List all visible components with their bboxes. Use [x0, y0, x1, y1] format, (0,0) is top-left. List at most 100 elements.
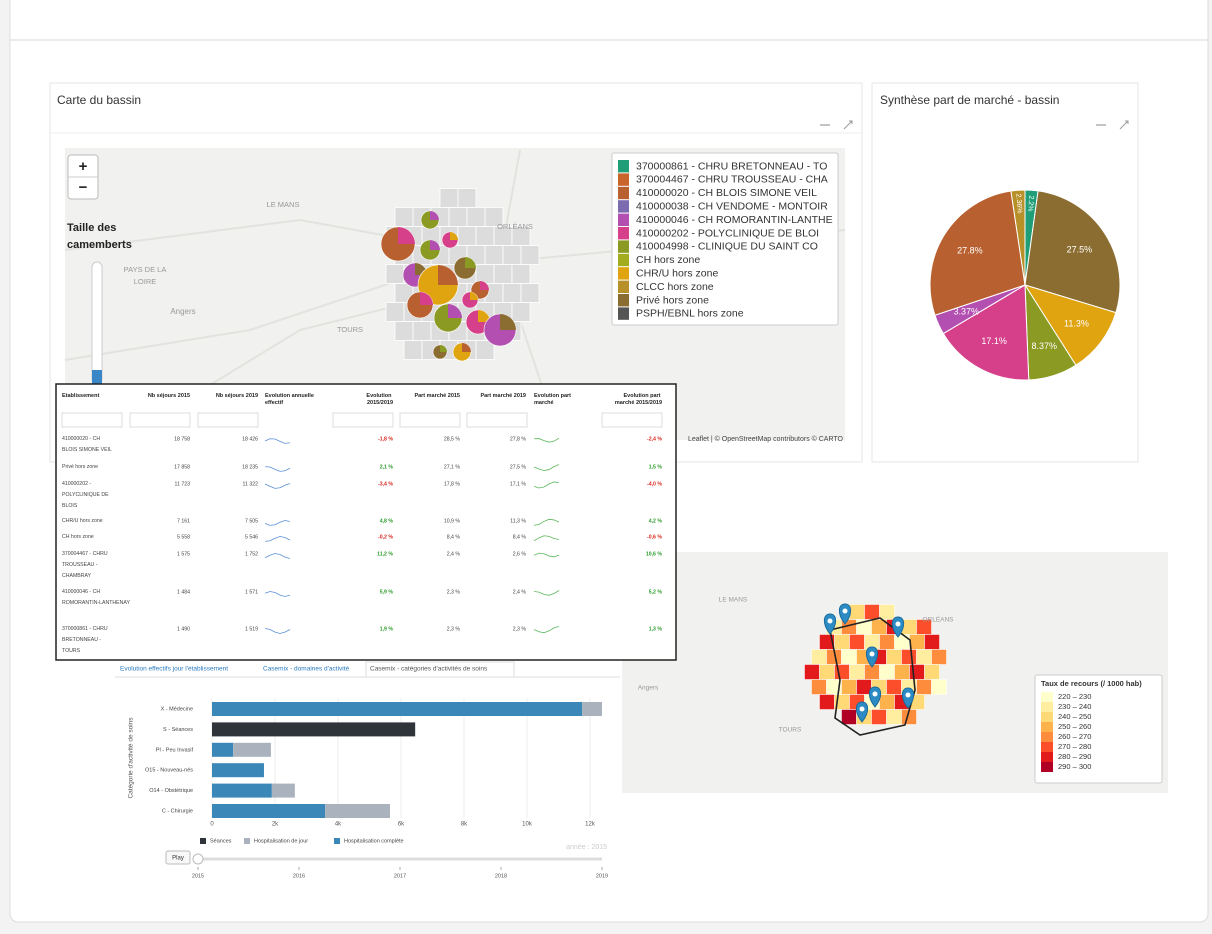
play-label[interactable]: Play — [172, 856, 184, 862]
sparkline — [533, 552, 560, 558]
sparkline — [264, 536, 291, 542]
basin-area — [475, 264, 495, 284]
map-pin-dot — [895, 621, 901, 627]
bar — [271, 783, 295, 798]
cell: 10,9 % — [444, 518, 461, 524]
y-tick-label: PI - Peu Invasif — [156, 747, 194, 753]
choropleth-cell — [811, 679, 827, 695]
y-tick-label: O14 - Obstétrique — [149, 788, 193, 794]
pie-slice — [1010, 189, 1026, 286]
map-pin-dot — [859, 706, 865, 712]
legend-title: Taux de recours (/ 1000 hab) — [1041, 679, 1142, 688]
choropleth-cell — [931, 679, 947, 695]
bar — [212, 722, 416, 737]
basin-area — [457, 226, 477, 246]
panel-title: Carte du bassin — [57, 93, 141, 107]
cell: 7 161 — [177, 518, 190, 524]
cell: 2,3 % — [447, 589, 461, 595]
pie-slice — [1023, 284, 1117, 366]
cell: 2,6 % — [513, 551, 527, 557]
basin-area — [502, 283, 522, 303]
expand-icon[interactable] — [1119, 120, 1129, 130]
map-pin[interactable] — [891, 616, 905, 638]
cell: 27,8 % — [510, 436, 527, 442]
road — [64, 279, 401, 361]
choropleth-legend — [1034, 674, 1163, 784]
filter-input[interactable] — [601, 412, 663, 428]
choropleth-cell — [931, 649, 947, 665]
legend-label: 410000046 - CH ROMORANTIN-LANTHE — [636, 214, 833, 226]
map-pie-slice — [478, 310, 490, 322]
choropleth-cell — [901, 649, 917, 665]
cell: 18 758 — [174, 436, 190, 442]
map-pie-slice — [450, 232, 458, 240]
y-axis-label: Catégorie d'activité de soins — [128, 717, 135, 799]
column-header: Part marché 2019 — [480, 393, 526, 399]
cell: 17,1 % — [510, 481, 527, 487]
slider-year: 2016 — [293, 873, 305, 879]
column-header: Evolution 2015/2019 — [366, 393, 393, 406]
map-pie-slice — [430, 211, 439, 220]
map-pin[interactable] — [901, 687, 915, 709]
filter-input[interactable] — [399, 412, 461, 428]
choropleth-cell — [894, 664, 910, 680]
sparkline — [264, 628, 291, 634]
attribution: Leaflet | © OpenStreetMap contributors ©… — [688, 435, 844, 443]
tab[interactable]: Casemix - domaines d'activité — [263, 666, 350, 673]
row-name: 410000202 - POLYCLINIQUE DE BLOIS — [62, 481, 110, 509]
filter-input[interactable] — [466, 412, 528, 428]
cell: 2,4 % — [513, 589, 527, 595]
legend-label: Privé hors zone — [636, 294, 709, 306]
legend-label: 370000861 - CHRU BRETONNEAU - TO — [636, 160, 827, 172]
size-slider-fill[interactable] — [92, 370, 102, 384]
filter-input[interactable] — [197, 412, 259, 428]
legend-swatch — [618, 280, 629, 293]
tab[interactable]: Casemix - catégories d'activités de soin… — [370, 666, 488, 673]
size-slider[interactable] — [91, 261, 103, 385]
filter-input[interactable] — [332, 412, 394, 428]
basin-area — [502, 245, 522, 265]
expand-icon[interactable] — [843, 120, 853, 130]
cell: 1,5 % — [649, 464, 663, 470]
map-pie-slice — [438, 265, 458, 285]
play-button[interactable] — [165, 850, 191, 865]
map-pin-dot — [842, 608, 848, 614]
legend-swatch — [1041, 722, 1053, 732]
column-header: Evolution annuelle effectif — [265, 393, 315, 406]
basin-area — [511, 302, 531, 322]
choropleth-cell — [849, 664, 865, 680]
legend-swatch — [618, 200, 629, 213]
map-pin[interactable] — [855, 701, 869, 723]
map-pin[interactable] — [838, 603, 852, 625]
filter-input[interactable] — [61, 412, 123, 428]
cell: -2,4 % — [647, 436, 662, 442]
map-pin[interactable] — [865, 646, 879, 668]
bar — [212, 763, 264, 778]
basin-area — [394, 207, 414, 227]
filter-input[interactable] — [129, 412, 191, 428]
active-tab[interactable] — [365, 661, 515, 678]
map-pie-slice — [462, 343, 471, 352]
slider-handle[interactable] — [192, 853, 204, 865]
map-pin[interactable] — [868, 686, 882, 708]
cell: -4,0 % — [647, 481, 662, 487]
basin-area — [448, 207, 468, 227]
legend-swatch — [618, 213, 629, 226]
zoom-out[interactable]: − — [79, 179, 88, 196]
legend-swatch — [618, 173, 629, 186]
map-pie-slice — [470, 292, 478, 300]
pie-slice — [1024, 190, 1121, 314]
legend-swatch — [1041, 712, 1053, 722]
zoom-in[interactable]: + — [79, 158, 88, 175]
basin-area — [412, 321, 432, 341]
pie-slice — [929, 190, 1026, 316]
map-pin[interactable] — [823, 613, 837, 635]
legend-swatch — [618, 267, 629, 280]
cell: 5,2 % — [649, 589, 663, 595]
bar — [212, 804, 326, 818]
column-header: Part marché 2015 — [414, 393, 460, 399]
legend-swatch — [618, 294, 629, 307]
tab[interactable]: Evolution effectifs jour l'établissement — [120, 666, 228, 673]
row-name: 410000020 - CH BLOIS SIMONE VEIL — [62, 436, 112, 453]
